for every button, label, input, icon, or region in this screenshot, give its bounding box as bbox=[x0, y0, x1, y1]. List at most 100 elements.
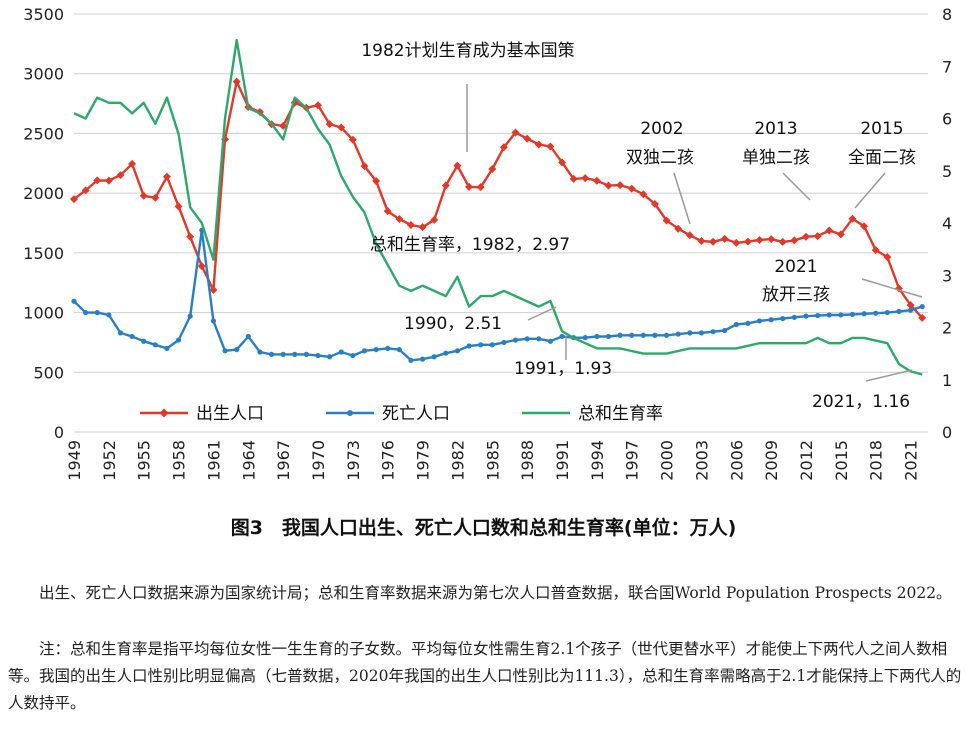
death-point bbox=[733, 321, 739, 328]
birth-point bbox=[581, 174, 590, 183]
birth-point bbox=[476, 183, 485, 192]
y-right-tick-label: 4 bbox=[942, 214, 952, 233]
y-right-tick-label: 5 bbox=[942, 162, 952, 181]
death-point bbox=[245, 333, 251, 340]
death-point bbox=[187, 313, 193, 319]
death-point bbox=[524, 336, 530, 342]
x-tick-label: 2015 bbox=[832, 440, 851, 481]
birth-point bbox=[662, 216, 671, 225]
x-axis-labels: 1949 1952 1955 1958 1961 1964 1967 1970 1973 1976… bbox=[65, 440, 921, 481]
x-tick-label: 1979 bbox=[414, 440, 433, 481]
death-point bbox=[396, 346, 402, 353]
death-point bbox=[547, 338, 553, 344]
x-tick-label: 1952 bbox=[100, 440, 119, 481]
annotation-leader bbox=[861, 278, 923, 298]
population-chart: 0 500 1000 1500 2000 2500 3000 3500 0 1 2 3 4 5 6 7 8 1… bbox=[23, 5, 952, 481]
birth-point bbox=[569, 174, 578, 183]
birth-point bbox=[778, 237, 787, 246]
birth-point bbox=[848, 214, 857, 223]
y-left-tick-label: 3000 bbox=[23, 65, 64, 84]
y-left-tick-label: 3500 bbox=[23, 5, 64, 24]
death-point bbox=[768, 317, 774, 323]
legend-label: 死亡人口 bbox=[382, 404, 450, 424]
legend: 出生人口 死亡人口 总和生育率 bbox=[140, 404, 663, 424]
annotation-label: 1990，2.51 bbox=[404, 314, 502, 334]
annotation-label: 放开三孩 bbox=[762, 285, 830, 305]
y-right-tick-label: 0 bbox=[942, 423, 952, 442]
x-tick-label: 1973 bbox=[344, 440, 363, 481]
birth-point bbox=[674, 224, 683, 233]
birth-point bbox=[70, 195, 78, 204]
death-point bbox=[94, 309, 100, 316]
x-tick-label: 2012 bbox=[797, 440, 816, 481]
birth-point bbox=[197, 262, 206, 271]
death-point bbox=[478, 342, 484, 348]
birth-point bbox=[406, 221, 415, 230]
birth-point bbox=[348, 135, 357, 144]
death-point bbox=[907, 307, 914, 313]
birth-point bbox=[790, 236, 799, 245]
death-point bbox=[257, 349, 263, 355]
birth-point bbox=[81, 186, 90, 195]
y-left-tick-label: 1500 bbox=[23, 244, 64, 263]
death-point bbox=[873, 310, 879, 316]
birth-point bbox=[604, 181, 613, 190]
annotation-label: 1991，1.93 bbox=[514, 359, 612, 379]
birth-point bbox=[395, 215, 404, 224]
birth-point bbox=[383, 207, 392, 216]
birth-point bbox=[709, 237, 718, 246]
birth-point bbox=[592, 176, 601, 185]
death-point bbox=[594, 333, 600, 340]
annotation-label: 全面二孩 bbox=[848, 148, 916, 168]
birth-point bbox=[186, 232, 195, 241]
birth-point bbox=[825, 226, 834, 235]
annotation-leaders bbox=[466, 84, 923, 382]
x-tick-label: 1967 bbox=[274, 440, 293, 481]
death-point bbox=[443, 350, 449, 356]
figure-caption: 图3 我国人口出生、死亡人口数和总和生育率(单位：万人) bbox=[230, 517, 737, 539]
birth-point bbox=[337, 123, 346, 132]
death-point bbox=[710, 329, 716, 335]
death-point bbox=[582, 335, 588, 341]
x-tick-label: 2006 bbox=[727, 440, 746, 481]
death-point bbox=[222, 348, 228, 354]
annotation-label: 单独二孩 bbox=[742, 148, 810, 168]
annotation-label: 2002 bbox=[640, 119, 683, 139]
birth-point bbox=[209, 285, 218, 294]
death-point bbox=[175, 337, 182, 343]
x-tick-label: 2021 bbox=[902, 440, 921, 481]
death-point bbox=[454, 348, 461, 354]
birth-point bbox=[813, 232, 822, 241]
death-point bbox=[803, 313, 809, 319]
death-point bbox=[896, 308, 902, 314]
death-point bbox=[745, 320, 751, 326]
death-point bbox=[268, 351, 275, 357]
birth-point bbox=[488, 165, 497, 174]
data-source-note: 出生、死亡人口数据来源为国家统计局；总和生育率数据来源为第七次人口普查数据，联合… bbox=[39, 584, 952, 602]
y-left-tick-label: 1000 bbox=[23, 304, 64, 323]
legend-label: 出生人口 bbox=[196, 404, 264, 424]
birth-point bbox=[360, 162, 369, 171]
x-tick-label: 1985 bbox=[483, 440, 502, 481]
birth-point bbox=[767, 235, 776, 244]
x-tick-label: 2000 bbox=[658, 440, 677, 481]
death-point bbox=[129, 333, 135, 340]
death-point bbox=[234, 346, 240, 353]
x-tick-label: 1988 bbox=[518, 440, 537, 481]
death-point bbox=[210, 318, 217, 324]
birth-point bbox=[128, 159, 137, 168]
birth-point bbox=[685, 231, 694, 240]
birth-point bbox=[104, 176, 113, 185]
x-tick-label: 1955 bbox=[135, 440, 154, 481]
death-point bbox=[361, 348, 368, 354]
death-point bbox=[419, 356, 426, 362]
birth-point bbox=[546, 142, 555, 151]
death-point bbox=[350, 352, 356, 359]
birth-point bbox=[139, 191, 148, 200]
birth-point bbox=[743, 237, 752, 246]
annotation-label: 1982计划生育成为基本国策 bbox=[361, 41, 574, 61]
birth-point bbox=[93, 176, 102, 185]
death-point bbox=[780, 315, 786, 322]
annotation-leader bbox=[782, 172, 811, 201]
annotations: 1982计划生育成为基本国策 2002 双独二孩 2013 单独二孩 2015 全面二孩总和… bbox=[361, 41, 916, 412]
